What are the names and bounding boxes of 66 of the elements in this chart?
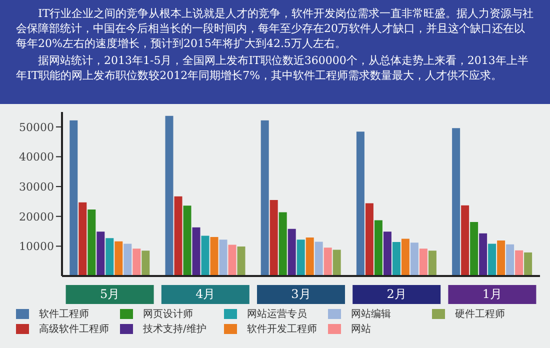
chart-subtitle: 据网站统计，2013年1-5月，全国网上发布IT职位数近360000个，从总体走势上来看，2013年上半年IT职能的网上发布职位数较2012年同期增长7%，其中软件工程师需求数量最大，人才供不应求。 <box>16 53 530 83</box>
bar <box>142 250 150 276</box>
bar <box>165 116 174 276</box>
bar <box>506 244 514 276</box>
bar <box>219 240 228 276</box>
bar <box>306 238 314 276</box>
bar <box>356 132 364 276</box>
bar <box>497 240 506 276</box>
bar <box>210 236 218 276</box>
bar <box>132 248 141 276</box>
bar <box>332 250 341 276</box>
bar <box>183 206 192 276</box>
bar <box>278 212 287 276</box>
bar <box>237 246 246 276</box>
bar <box>365 203 374 276</box>
y-tick-label: 20000 <box>19 210 54 224</box>
bar <box>428 250 436 276</box>
bar <box>324 248 332 276</box>
bar <box>96 232 105 276</box>
bar <box>470 222 478 276</box>
bar <box>260 120 269 276</box>
legend-label: 硬件工程师 <box>455 308 505 320</box>
bar <box>383 232 392 276</box>
bar <box>419 248 428 276</box>
bar <box>174 196 182 276</box>
x-tick-label: 1月 <box>482 287 502 301</box>
bar <box>288 228 296 276</box>
y-tick-label: 40000 <box>19 150 54 164</box>
bar <box>515 250 524 276</box>
bar <box>192 227 200 276</box>
bar <box>78 202 87 276</box>
x-tick-label: 2月 <box>386 287 406 301</box>
bar <box>479 233 488 276</box>
bar <box>524 252 532 276</box>
legend-label: 软件工程师 <box>39 308 89 320</box>
x-tick-label: 3月 <box>291 287 311 301</box>
bar <box>392 242 400 276</box>
bar <box>296 240 305 276</box>
y-tick-label: 10000 <box>19 240 54 254</box>
bar <box>452 128 460 276</box>
bar <box>314 242 323 276</box>
bar <box>88 210 96 276</box>
bar <box>114 241 123 276</box>
bar <box>201 236 210 276</box>
bar <box>401 238 410 276</box>
bar <box>70 120 78 276</box>
chart-title: IT行业企业之间的竞争从根本上说就是人才的竞争，软件开发岗位需求一直非常旺盛。据人力资源与社会保障部统计，中国在今后相当长的一段时间内，每年至少存在20万软件人才缺口，并且这个缺口还在以每年20%左右的速度增长，预计到2015年将扩大到42.5万人左右。 <box>16 6 534 51</box>
legend-label: 高级软件工程师 <box>39 322 109 336</box>
legend-label: 技术支持/维护 <box>143 322 206 336</box>
bar <box>410 242 418 276</box>
legend-label: 网站运营专员 <box>247 308 307 320</box>
bar <box>488 244 496 276</box>
y-tick-label: 30000 <box>19 180 54 194</box>
bar <box>374 220 382 276</box>
x-tick-label: 4月 <box>196 287 216 301</box>
legend-label: 网站 <box>351 322 371 336</box>
bar <box>124 244 132 276</box>
bar <box>228 244 236 276</box>
x-tick-label: 5月 <box>100 287 120 301</box>
bar <box>270 200 278 276</box>
bar <box>461 205 470 276</box>
legend-label: 网页设计师 <box>143 308 193 320</box>
bar <box>106 238 114 276</box>
legend-label: 软件开发工程师 <box>247 322 317 336</box>
y-tick-label: 50000 <box>19 120 54 134</box>
legend-label: 网站编辑 <box>351 308 391 320</box>
